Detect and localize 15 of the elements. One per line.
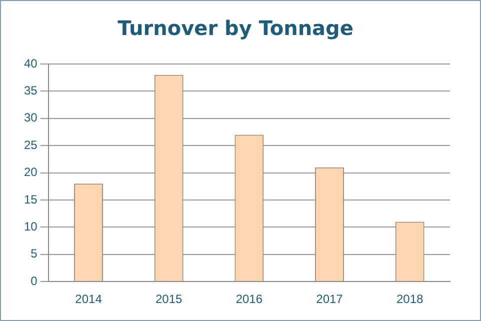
x-tick-label: 2016: [236, 292, 263, 306]
y-tick-label: 35: [24, 84, 38, 98]
y-tick-label: 20: [24, 165, 38, 180]
x-tick-label: 2018: [396, 292, 424, 306]
y-tick-label: 15: [24, 192, 38, 206]
x-tick-label: 2017: [316, 292, 344, 306]
x-tick-label: 2014: [75, 292, 102, 306]
y-tick-label: 5: [30, 246, 38, 261]
y-tick-label: 10: [24, 220, 38, 234]
x-tick-label: 2015: [155, 292, 183, 306]
chart-title: Turnover by Tonnage: [118, 16, 354, 40]
y-tick-label: 30: [24, 110, 38, 125]
y-tick-label: 25: [24, 138, 38, 152]
y-tick-label: 40: [24, 56, 38, 70]
y-tick-label: 0: [30, 274, 38, 288]
